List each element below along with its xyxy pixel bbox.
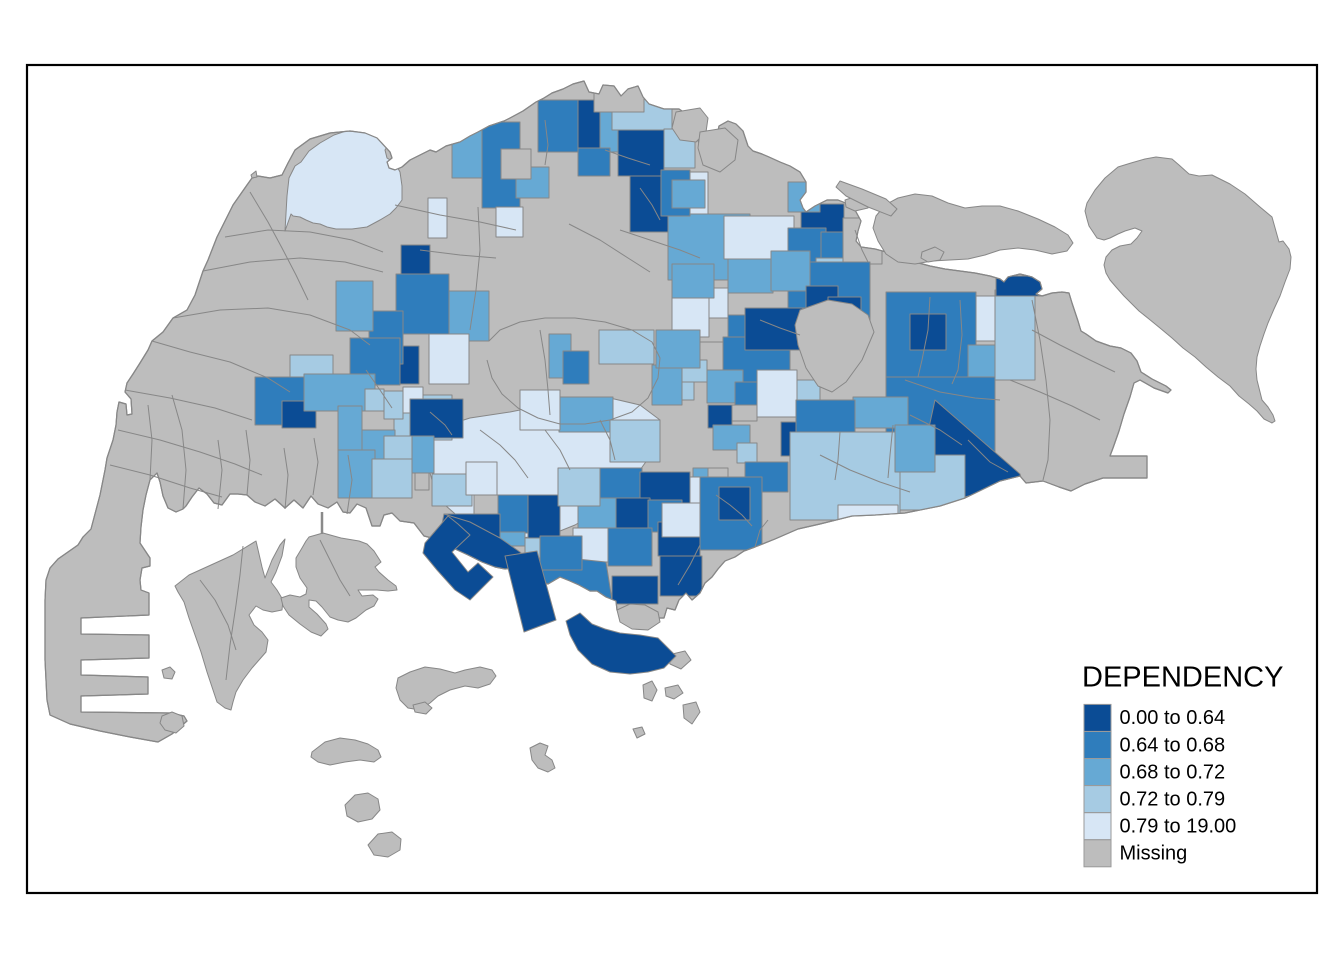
svg-text:DEPENDENCY: DEPENDENCY	[1082, 662, 1283, 694]
svg-text:0.64 to 0.68: 0.64 to 0.68	[1120, 734, 1226, 756]
svg-text:0.79 to 19.00: 0.79 to 19.00	[1120, 816, 1237, 838]
svg-text:Missing: Missing	[1120, 843, 1188, 865]
svg-text:0.68 to 0.72: 0.68 to 0.72	[1120, 761, 1226, 783]
svg-text:0.72 to 0.79: 0.72 to 0.79	[1120, 788, 1226, 810]
svg-text:0.00 to 0.64: 0.00 to 0.64	[1120, 707, 1226, 729]
